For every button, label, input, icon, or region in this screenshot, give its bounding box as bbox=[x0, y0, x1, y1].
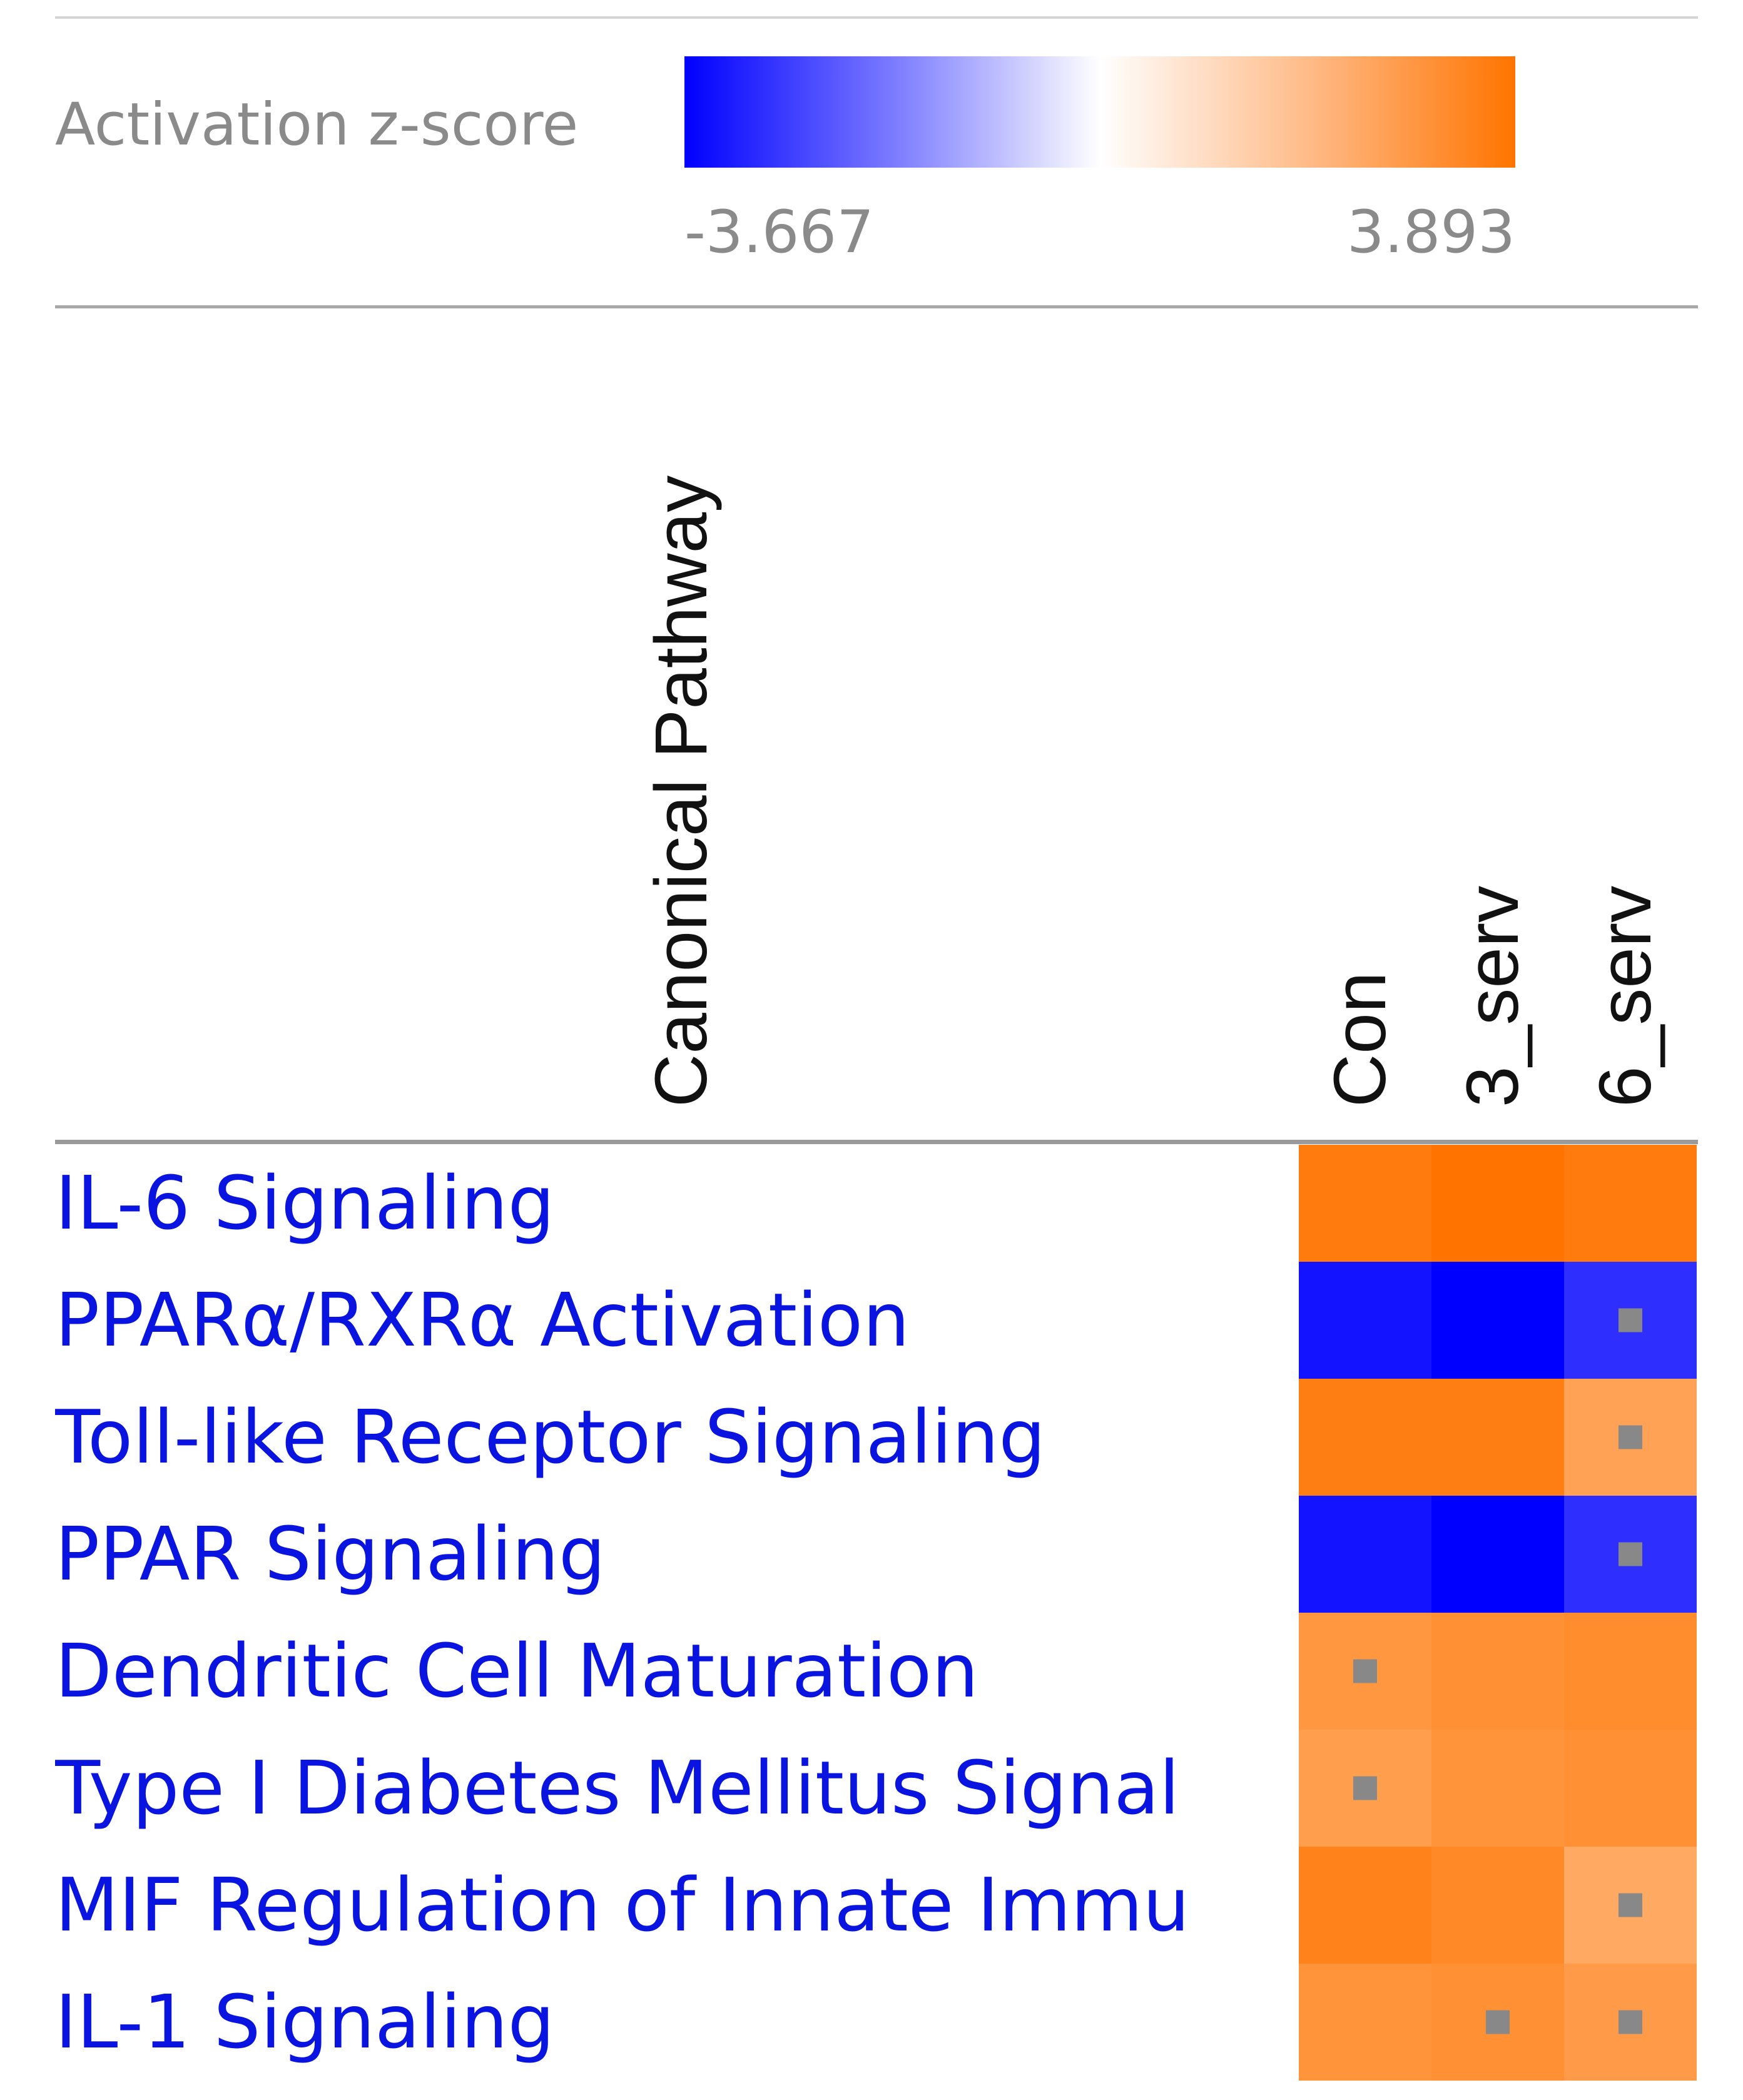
heatmap-cell bbox=[1299, 1847, 1431, 1964]
heatmap-cell bbox=[1431, 1613, 1564, 1730]
cell-marker bbox=[1618, 2010, 1642, 2034]
legend-min-label: -3.667 bbox=[684, 198, 875, 266]
cell-marker bbox=[1618, 1425, 1642, 1449]
heatmap-cell bbox=[1431, 1730, 1564, 1847]
row-label: Type I Diabetes Mellitus Signal bbox=[55, 1745, 1180, 1831]
heatmap-cell bbox=[1431, 1379, 1564, 1496]
heatmap-cell bbox=[1564, 1730, 1697, 1847]
cell-marker bbox=[1618, 1542, 1642, 1566]
heatmap-cell bbox=[1299, 1262, 1431, 1379]
legend-max-label: 3.893 bbox=[1346, 198, 1515, 266]
heatmap-cell bbox=[1299, 1379, 1431, 1496]
row-label: MIF Regulation of Innate Immu bbox=[55, 1862, 1190, 1948]
heatmap-cell bbox=[1564, 1613, 1697, 1730]
legend-divider bbox=[55, 305, 1698, 308]
row-label: PPAR Signaling bbox=[55, 1511, 606, 1597]
row-label: Dendritic Cell Maturation bbox=[55, 1628, 978, 1714]
heatmap-cell bbox=[1431, 1262, 1564, 1379]
row-label: IL-6 Signaling bbox=[55, 1160, 555, 1246]
heatmap-cell bbox=[1431, 1496, 1564, 1613]
cell-marker bbox=[1618, 1893, 1642, 1917]
row-label: Toll-like Receptor Signaling bbox=[55, 1394, 1046, 1480]
heatmap-cell bbox=[1564, 1145, 1697, 1262]
top-divider bbox=[55, 16, 1698, 19]
cell-marker bbox=[1353, 1776, 1377, 1800]
row-label: PPARα/RXRα Activation bbox=[55, 1277, 910, 1363]
cell-marker bbox=[1353, 1659, 1377, 1683]
heatmap-cell bbox=[1431, 1847, 1564, 1964]
legend-title: Activation z-score bbox=[55, 91, 579, 159]
heatmap-cell bbox=[1299, 1145, 1431, 1262]
row-label: IL-1 Signaling bbox=[55, 1979, 555, 2065]
cell-marker bbox=[1486, 2010, 1510, 2034]
heatmap-cell bbox=[1299, 1964, 1431, 2081]
header-divider bbox=[55, 1140, 1698, 1144]
heatmap-cell bbox=[1299, 1496, 1431, 1613]
legend-color-bar bbox=[684, 56, 1515, 168]
heatmap-cell bbox=[1431, 1145, 1564, 1262]
cell-marker bbox=[1618, 1308, 1642, 1332]
